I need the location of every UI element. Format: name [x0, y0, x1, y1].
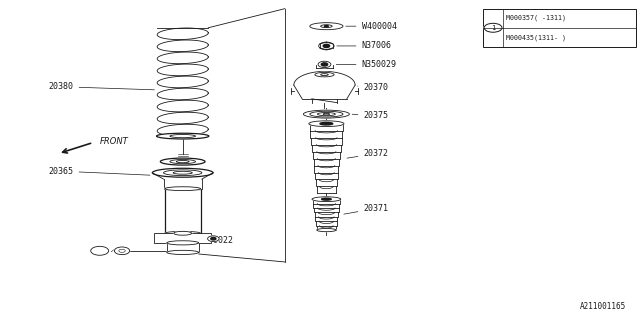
Text: N37006: N37006: [337, 41, 392, 51]
Text: 20365: 20365: [49, 167, 150, 176]
Text: 1: 1: [97, 248, 102, 254]
Text: N350029: N350029: [336, 60, 397, 69]
Circle shape: [115, 247, 130, 255]
Text: A211001165: A211001165: [580, 302, 627, 311]
Ellipse shape: [320, 123, 333, 125]
Text: 20375: 20375: [352, 111, 388, 120]
Circle shape: [321, 63, 328, 66]
Ellipse shape: [315, 72, 334, 77]
Bar: [483, 9, 636, 47]
Ellipse shape: [312, 197, 340, 202]
Ellipse shape: [157, 133, 209, 139]
Ellipse shape: [309, 121, 344, 126]
Text: 20380: 20380: [49, 82, 154, 91]
Text: N350022: N350022: [198, 236, 234, 245]
Text: 20372: 20372: [347, 149, 388, 158]
Bar: [167, 243, 198, 252]
Bar: [154, 233, 211, 243]
Text: M000435(1311- ): M000435(1311- ): [506, 34, 566, 41]
Text: W400004: W400004: [346, 22, 397, 31]
Ellipse shape: [324, 26, 328, 27]
Circle shape: [318, 61, 331, 68]
Ellipse shape: [167, 241, 198, 245]
Text: FRONT: FRONT: [100, 137, 129, 146]
Ellipse shape: [165, 231, 200, 235]
Ellipse shape: [303, 110, 349, 118]
Ellipse shape: [173, 231, 191, 235]
Text: 20370: 20370: [358, 83, 388, 92]
Ellipse shape: [152, 168, 213, 177]
Ellipse shape: [310, 23, 343, 30]
Bar: [165, 189, 200, 233]
Text: 1: 1: [491, 25, 495, 31]
Circle shape: [207, 236, 219, 242]
Ellipse shape: [317, 228, 336, 232]
Ellipse shape: [321, 198, 331, 200]
Circle shape: [91, 246, 109, 255]
Text: 20371: 20371: [344, 204, 388, 214]
Circle shape: [211, 237, 216, 240]
Circle shape: [319, 42, 334, 50]
Circle shape: [484, 23, 502, 32]
Text: M000357( -1311): M000357( -1311): [506, 15, 566, 21]
Ellipse shape: [165, 187, 200, 191]
Ellipse shape: [161, 158, 205, 165]
Circle shape: [323, 44, 330, 48]
Ellipse shape: [167, 250, 198, 254]
